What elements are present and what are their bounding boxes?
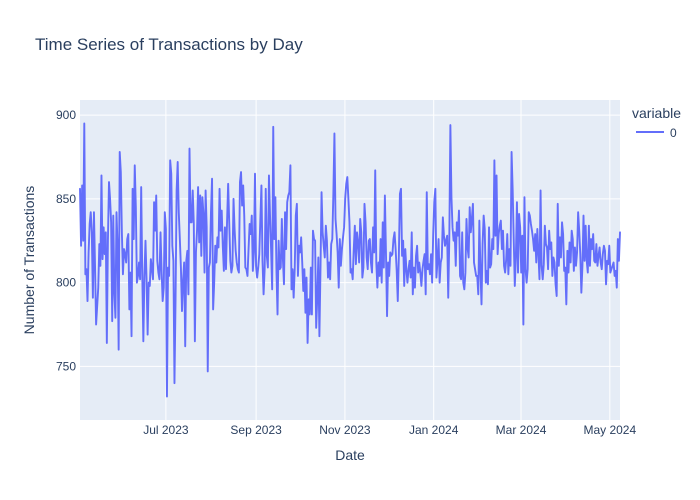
legend[interactable]: variable 0 (632, 105, 681, 140)
y-axis-ticks: 750 800 850 900 (56, 108, 76, 373)
series-line-0[interactable] (79, 122, 621, 398)
x-tick-label: Mar 2024 (496, 423, 547, 437)
legend-title: variable (632, 105, 681, 121)
chart-title: Time Series of Transactions by Day (35, 35, 303, 54)
plot-area[interactable] (79, 100, 621, 420)
y-tick-label: 750 (56, 359, 76, 373)
y-tick-label: 900 (56, 108, 76, 122)
x-tick-label: Sep 2023 (230, 423, 282, 437)
x-tick-label: Jul 2023 (143, 423, 189, 437)
y-tick-label: 850 (56, 192, 76, 206)
legend-item-0[interactable]: 0 (670, 126, 677, 140)
x-tick-label: May 2024 (583, 423, 636, 437)
x-tick-label: Nov 2023 (319, 423, 371, 437)
x-axis-ticks: Jul 2023 Sep 2023 Nov 2023 Jan 2024 Mar 2024… (143, 423, 636, 437)
y-tick-label: 800 (56, 276, 76, 290)
x-tick-label: Jan 2024 (409, 423, 459, 437)
x-axis-title: Date (335, 447, 365, 463)
grid-layer (80, 100, 620, 420)
y-axis-title: Number of Transactions (21, 186, 37, 335)
